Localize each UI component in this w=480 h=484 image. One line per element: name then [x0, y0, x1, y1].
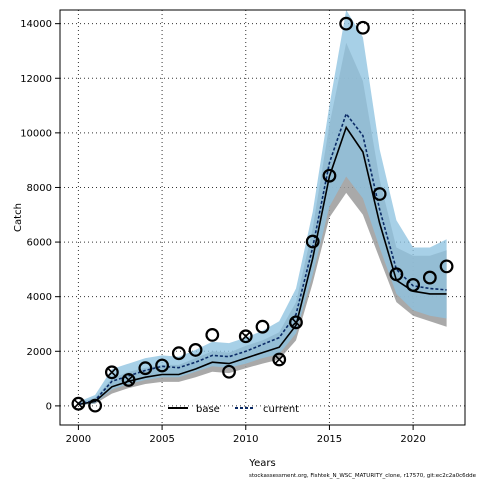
observed-point-2017: [356, 20, 370, 35]
legend-current-label: current: [263, 404, 299, 415]
observed-point-2004: [138, 361, 153, 376]
observed-point-2012: [272, 352, 287, 367]
y-axis-title: Catch: [13, 203, 24, 232]
observed-point-2007: [188, 343, 203, 357]
median-line-base: [78, 125, 447, 406]
observed-point-2000: [71, 396, 86, 411]
band-current: [78, 10, 447, 406]
x-tick-label-2020: 2020: [400, 434, 425, 445]
observed-point-2003: [121, 373, 136, 387]
observed-cross-b-2010: [241, 331, 251, 341]
observed-point-2010: [238, 329, 253, 344]
observed-point-2015: [322, 168, 337, 183]
legend: base current: [168, 404, 299, 415]
y-tick-label-14000: 14000: [20, 19, 52, 30]
observed-point-2009: [222, 364, 236, 379]
observed-points: [71, 16, 454, 413]
observed-point-2019: [389, 267, 404, 282]
observed-point-2018: [372, 187, 387, 201]
observed-cross-b-2003: [124, 375, 134, 385]
y-tick-label-4000: 4000: [27, 292, 52, 303]
x-tick-label-2005: 2005: [149, 434, 174, 445]
observed-point-2006: [171, 346, 186, 361]
y-tick-label-8000: 8000: [27, 183, 52, 194]
observed-cross-b-2000: [73, 399, 83, 409]
axes: 2000 2005 2010 2015 2020 0 2000 4000 6000 8000 100…: [20, 19, 426, 445]
observed-cross-b-2002: [107, 367, 117, 377]
observed-cross-b-2012: [274, 354, 284, 365]
observed-point-2005: [155, 358, 169, 373]
observed-point-2013: [289, 315, 303, 330]
x-tick-label-2010: 2010: [233, 434, 258, 445]
observed-point-2001: [88, 398, 103, 413]
observed-point-2022: [439, 259, 454, 274]
y-tick-label-10000: 10000: [20, 128, 52, 139]
plot-frame: [59, 9, 466, 426]
observed-point-2020: [406, 278, 421, 292]
observed-cross-b-2013: [291, 317, 301, 327]
observed-point-2021: [422, 270, 437, 285]
observed-point-2014: [305, 234, 320, 249]
footer-credit: stockassessment.org, Fishtek_N_WSC_MATUR…: [249, 473, 477, 479]
y-tick-label-2000: 2000: [27, 347, 52, 358]
x-axis-title: Years: [248, 458, 275, 469]
observed-point-2016: [339, 16, 354, 31]
y-tick-label-6000: 6000: [27, 238, 52, 249]
confidence-bands: [78, 10, 447, 406]
x-tick-label-2015: 2015: [317, 434, 342, 445]
legend-base-label: base: [196, 404, 220, 415]
x-tick-label-2000: 2000: [66, 434, 91, 445]
observed-point-2008: [205, 328, 220, 342]
y-tick-label-12000: 12000: [20, 74, 52, 85]
observed-point-2002: [104, 365, 119, 380]
observed-point-2011: [255, 319, 270, 334]
y-tick-label-0: 0: [46, 401, 52, 412]
